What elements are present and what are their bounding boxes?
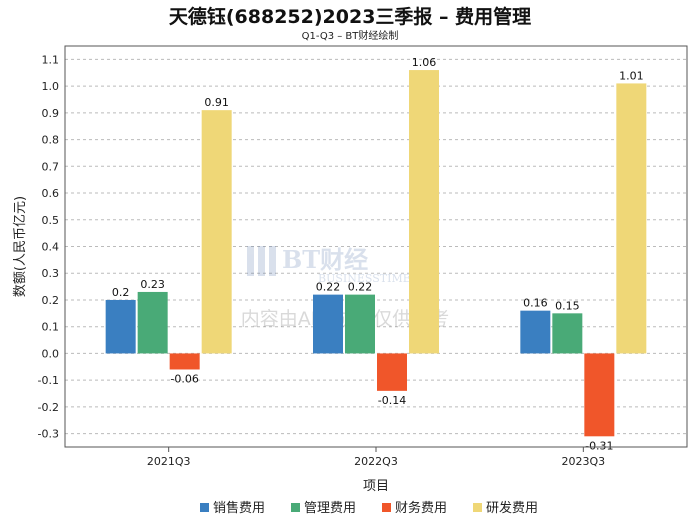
data-label: -0.31 bbox=[585, 439, 613, 452]
legend-label: 销售费用 bbox=[213, 500, 265, 516]
plot-frame bbox=[64, 45, 688, 448]
y-tick-label: 0.9 bbox=[42, 107, 60, 120]
y-tick-label: 0.7 bbox=[42, 160, 60, 173]
x-tick-labels: 2021Q3 2022Q3 2023Q3 bbox=[147, 447, 605, 468]
y-tick-label: 1.1 bbox=[42, 53, 60, 66]
legend-swatch bbox=[200, 503, 209, 512]
data-label: 1.06 bbox=[412, 56, 437, 69]
data-label: 0.15 bbox=[555, 299, 580, 312]
bar bbox=[201, 110, 232, 354]
data-label: 0.23 bbox=[140, 278, 165, 291]
x-axis-title: 项目 bbox=[363, 479, 389, 494]
bar bbox=[137, 291, 168, 354]
y-tick-label: 0.5 bbox=[42, 214, 60, 227]
bar bbox=[105, 299, 136, 354]
y-tick-label: 0.2 bbox=[42, 294, 60, 307]
value-labels: 0.2 0.23 -0.06 0.91 0.22 0.22 -0.14 1.06 0.16 0.1… bbox=[112, 56, 644, 452]
legend-label: 研发费用 bbox=[486, 500, 538, 516]
data-label: 0.2 bbox=[112, 286, 130, 299]
x-tick-label: 2021Q3 bbox=[147, 455, 191, 468]
bar bbox=[409, 70, 439, 354]
y-tick-labels: -0.3 -0.2 -0.1 0.0 0.1 0.2 0.3 0.4 0.5 0.6 0.7 0.8 0… bbox=[38, 53, 59, 440]
y-tick-label: 0.8 bbox=[42, 134, 60, 147]
data-label: 1.01 bbox=[619, 69, 644, 82]
x-tick-label: 2023Q3 bbox=[562, 455, 606, 468]
y-tick-label: 0.3 bbox=[42, 267, 60, 280]
bar bbox=[345, 294, 375, 354]
data-label: -0.14 bbox=[378, 394, 406, 407]
y-tick-label: -0.1 bbox=[38, 374, 59, 387]
data-label: 0.22 bbox=[348, 281, 373, 294]
grid-lines bbox=[65, 58, 687, 435]
watermark-logo-icon bbox=[247, 246, 276, 276]
bar bbox=[616, 83, 647, 354]
chart-title: 天德钰(688252)2023三季报 – 费用管理 bbox=[168, 6, 532, 28]
legend-swatch bbox=[473, 503, 482, 512]
y-axis-title: 数额(人民币亿元) bbox=[13, 196, 28, 297]
bar bbox=[584, 353, 615, 437]
legend-label: 管理费用 bbox=[304, 501, 356, 516]
data-label: 0.16 bbox=[523, 297, 548, 310]
x-tick-label: 2022Q3 bbox=[354, 455, 398, 468]
y-tick-label: -0.3 bbox=[38, 428, 59, 441]
y-tick-label: -0.2 bbox=[38, 401, 59, 414]
data-label: 0.91 bbox=[204, 96, 229, 109]
y-tick-label: 0.6 bbox=[42, 187, 60, 200]
watermark: BT财经 BUSINESSTIMES 内容由AI生成，仅供参考 bbox=[241, 245, 450, 330]
y-tick-label: 0.0 bbox=[42, 347, 60, 360]
data-label: -0.06 bbox=[170, 372, 198, 385]
y-tick-label: 1.0 bbox=[42, 80, 60, 93]
bar bbox=[520, 310, 551, 354]
y-tick-label: 0.1 bbox=[42, 321, 60, 334]
y-tick-label: 0.4 bbox=[42, 241, 60, 254]
legend-swatch bbox=[291, 503, 300, 512]
legend: 销售费用 管理费用 财务费用 研发费用 bbox=[200, 500, 538, 516]
legend-swatch bbox=[382, 503, 391, 512]
legend-label: 财务费用 bbox=[395, 500, 447, 516]
bar bbox=[552, 313, 583, 354]
bar bbox=[313, 294, 343, 354]
chart-subtitle: Q1-Q3 – BT财经绘制 bbox=[301, 31, 399, 42]
bar bbox=[169, 353, 200, 370]
bar bbox=[377, 353, 407, 391]
watermark-brand: BT财经 bbox=[282, 245, 368, 274]
watermark-brand-en: BUSINESSTIMES bbox=[318, 272, 418, 285]
bars bbox=[105, 70, 647, 437]
data-label: 0.22 bbox=[316, 281, 341, 294]
